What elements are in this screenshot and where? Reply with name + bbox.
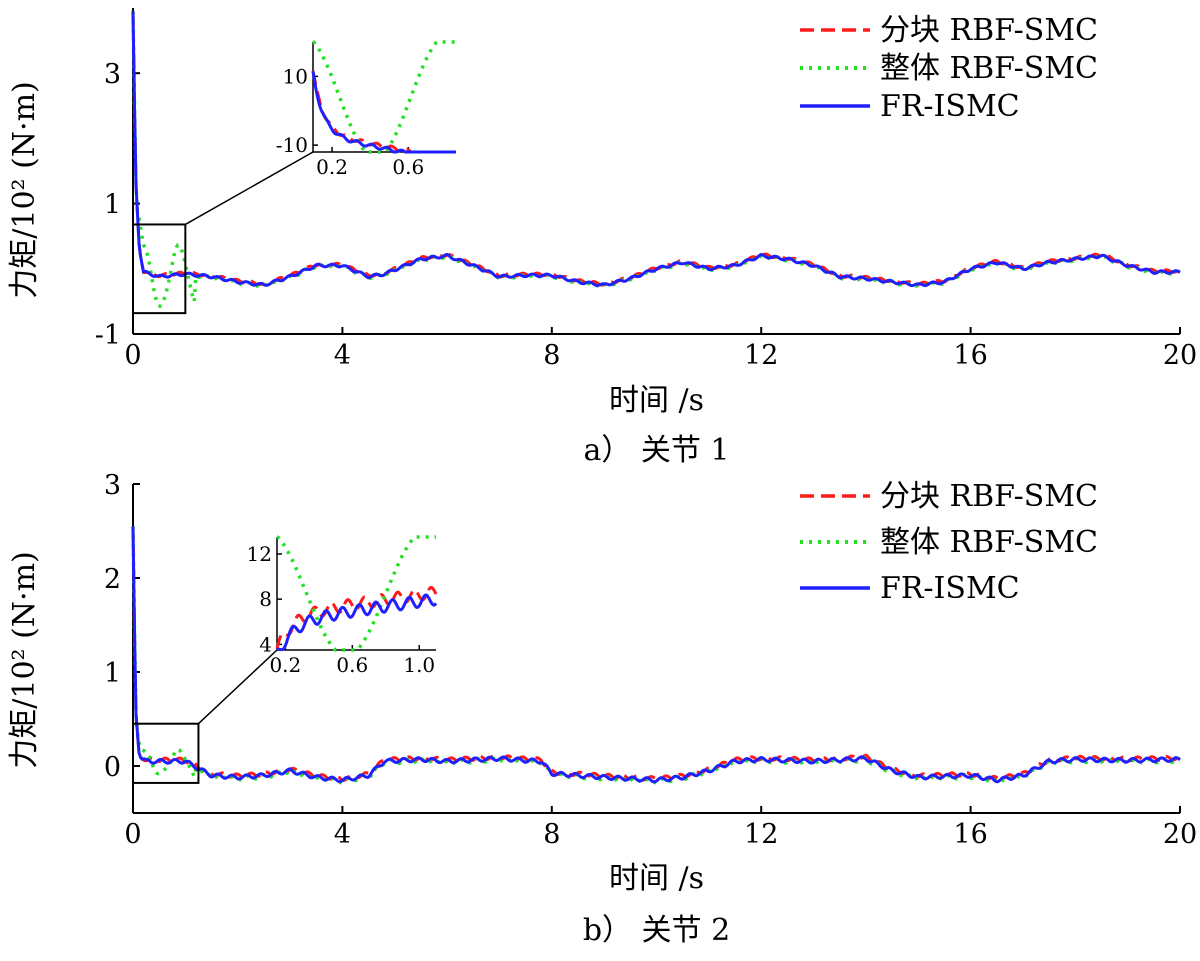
zoom-connector-line [184,151,314,226]
inset-x-tick-label: 1.0 [403,653,435,677]
series-line-3 [131,526,1181,784]
inset-x-tick-label: 0.6 [336,653,368,677]
subfigure-caption: b） 关节 2 [583,913,730,948]
inset-x-tick-label: 0.6 [392,155,424,179]
legend-label: FR-ISMC [880,571,1020,606]
inset-y-tick-label: 12 [247,542,272,566]
x-tick-label: 16 [953,819,987,850]
legend-label: 整体 RBF-SMC [880,525,1098,560]
legend-label: 分块 RBF-SMC [880,479,1098,514]
inset-y-tick-label: 8 [259,587,272,611]
inset-series-line-3 [276,593,438,652]
x-tick-label: 0 [124,819,141,850]
inset-y-tick-label: 10 [283,64,308,88]
y-axis-label: 力矩/10² (N·m) [7,551,42,769]
inset-y-tick-label: 4 [259,632,272,656]
x-tick-label: 8 [543,819,560,850]
zoom-region-box [132,223,187,315]
x-tick-label: 12 [744,340,778,371]
legend-label: 整体 RBF-SMC [880,51,1098,86]
inset-y-tick-label: -10 [276,133,308,157]
y-tick-label: -1 [95,320,121,351]
y-tick-label: 3 [104,59,121,90]
x-tick-label: 12 [744,819,778,850]
y-tick-label: 0 [104,752,121,783]
inset-series-line-2 [276,535,436,652]
x-tick-label: 20 [1163,819,1197,850]
x-tick-label: 0 [124,340,141,371]
chart-panel-1: 0 4 8 12 16 20 -1 1 3 力矩/10² (N·m) 时间 /s a） 关节 1 分块 … [7,8,1197,468]
series-line-3 [131,11,1181,288]
x-tick-label: 4 [334,340,351,371]
y-tick-label: 3 [104,470,121,501]
inset-x-tick-label: 0.2 [269,653,301,677]
x-tick-label: 4 [334,819,351,850]
y-axis-label: 力矩/10² (N·m) [7,81,42,299]
y-tick-label: 1 [104,190,121,221]
x-axis-label: 时间 /s [609,861,704,896]
y-tick-label: 1 [104,658,121,689]
inset-series-line-3 [311,71,456,154]
inset-x-tick-label: 0.2 [316,155,348,179]
y-tick-label: 2 [104,564,121,595]
zoom-region-box [132,722,200,784]
x-tick-label: 20 [1163,340,1197,371]
inset-background [277,537,436,650]
legend-label: FR-ISMC [880,89,1020,124]
zoom-connector-line [197,649,278,725]
x-axis-label: 时间 /s [609,383,704,418]
legend-label: 分块 RBF-SMC [880,13,1098,48]
x-tick-label: 8 [543,340,560,371]
inset-background [313,42,456,152]
x-tick-label: 16 [953,340,987,371]
subfigure-caption: a） 关节 1 [583,433,729,468]
